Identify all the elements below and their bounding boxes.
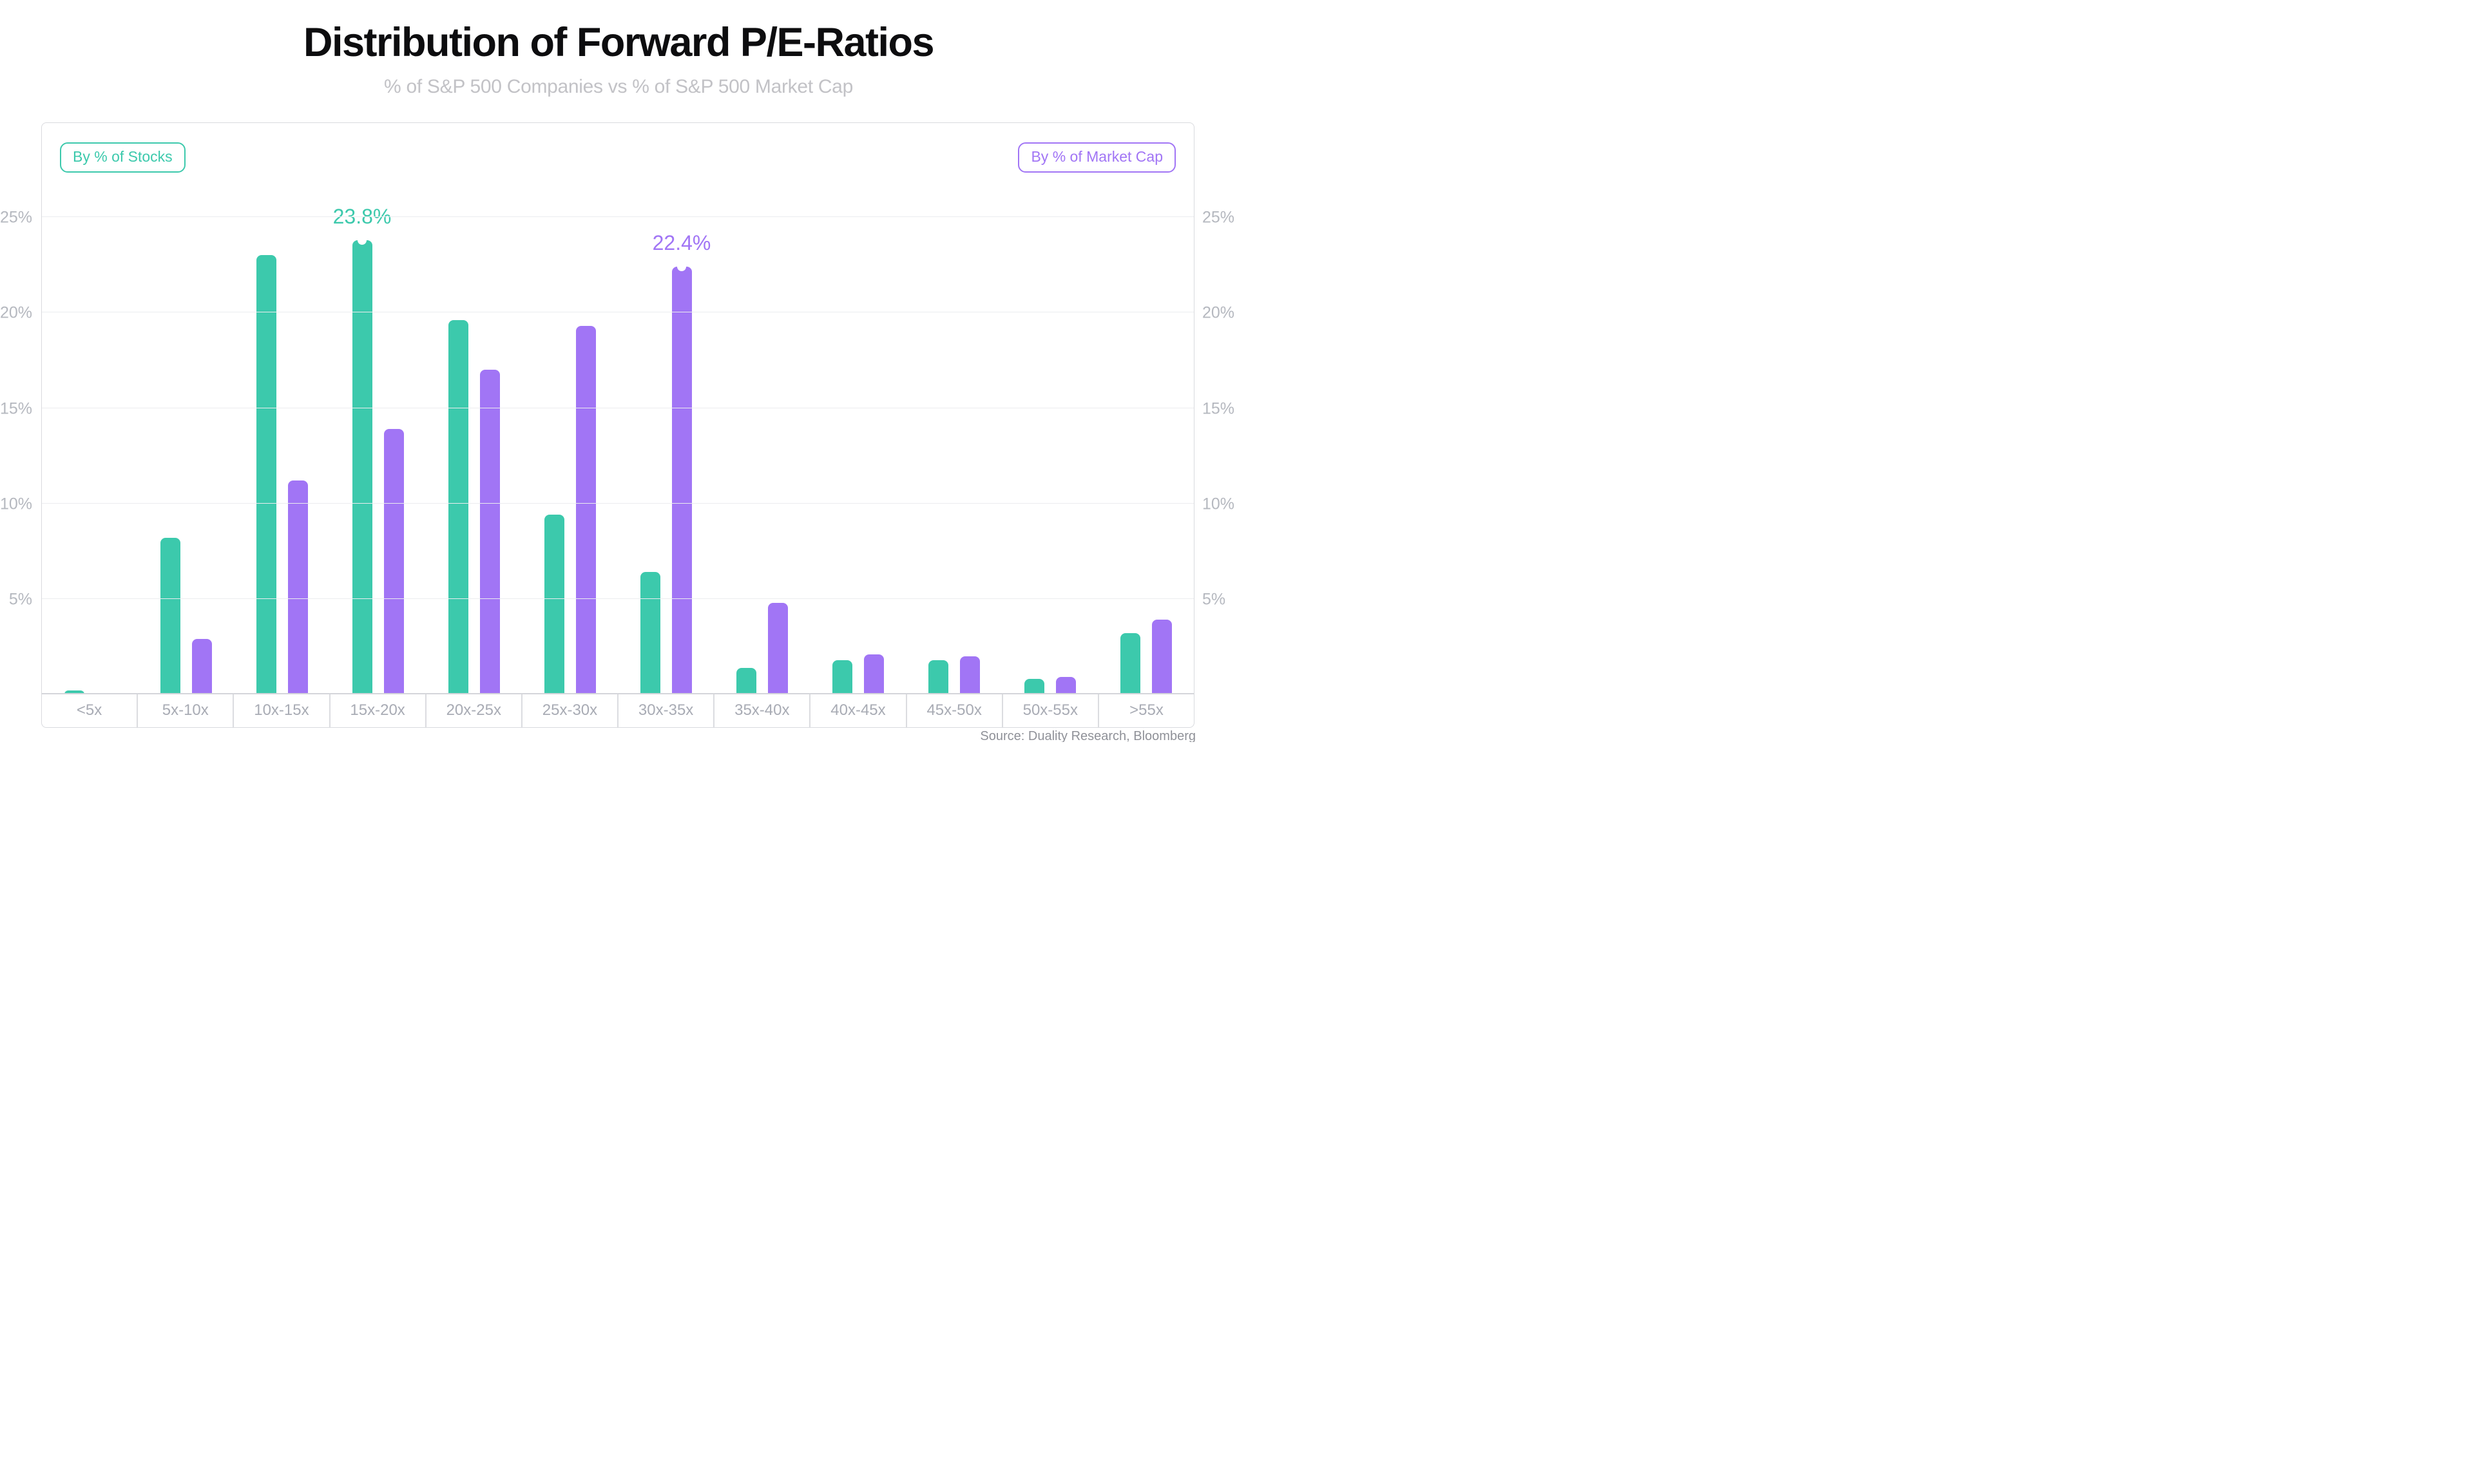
bar-group — [1098, 123, 1194, 694]
plot-area: 23.8% 22.4% — [42, 123, 1194, 694]
x-axis-label: 15x-20x — [331, 694, 427, 727]
y-tick-label: 20% — [0, 303, 32, 322]
x-axis-label: 40x-45x — [810, 694, 907, 727]
x-axis-label: 10x-15x — [234, 694, 331, 727]
page-subtitle: % of S&P 500 Companies vs % of S&P 500 M… — [384, 76, 853, 97]
bar-stocks — [1120, 633, 1140, 694]
x-axis-label: 25x-30x — [523, 694, 619, 727]
bar-stocks — [640, 572, 660, 694]
bar-stocks — [160, 538, 180, 694]
x-axis-label: 35x-40x — [714, 694, 811, 727]
x-axis-label: >55x — [1129, 701, 1164, 719]
bar-market-cap — [287, 480, 308, 694]
bar-peak-dot — [677, 262, 686, 272]
bar-market-cap — [479, 370, 500, 694]
bar-market-cap — [575, 326, 596, 694]
chart-page: Distribution of Forward P/E-Ratios % of … — [0, 0, 1237, 742]
bar-group — [906, 123, 1002, 694]
y-tick-label: 15% — [0, 399, 32, 417]
x-axis-label: 30x-35x — [618, 694, 715, 727]
y-axis-left: 5% 10% 15% 20% 25% — [0, 122, 37, 695]
gridline — [42, 502, 1194, 504]
bar-annotation: 22.4% — [652, 231, 711, 255]
bar-stocks — [64, 690, 84, 694]
bar-group — [810, 123, 906, 694]
x-axis-label: 5x-10x — [138, 694, 235, 727]
gridline — [42, 216, 1194, 218]
y-tick-label: 15% — [1202, 399, 1235, 417]
x-axis-label: 20x-25x — [427, 694, 523, 727]
y-tick-label: 10% — [0, 495, 32, 513]
bar-peak-dot — [358, 235, 367, 245]
bar-stocks — [736, 667, 756, 694]
bar-group — [1002, 123, 1098, 694]
bar-stocks — [256, 255, 276, 694]
bar-market-cap — [1055, 677, 1076, 694]
bar-groups: 23.8% 22.4% — [42, 123, 1194, 694]
y-axis-right: 5% 10% 15% 20% 25% — [1200, 122, 1237, 695]
gridline — [42, 598, 1194, 599]
bar-stocks — [832, 660, 852, 694]
bar-stocks — [1024, 679, 1044, 694]
bar-group — [42, 123, 138, 694]
bar-market-cap: 22.4% — [653, 231, 711, 694]
bar-market-cap — [767, 602, 788, 694]
bar-group — [234, 123, 330, 694]
bar-stocks — [928, 660, 948, 694]
bar-stocks: 23.8% — [333, 205, 391, 694]
source-note: Source: Duality Research, Bloomberg — [980, 729, 1196, 742]
bar-group — [522, 123, 618, 694]
x-axis-label: 50x-55x — [1003, 694, 1099, 727]
bar-market-cap — [863, 654, 884, 694]
bar-market-cap — [191, 639, 212, 694]
bar-group — [138, 123, 234, 694]
bar-stocks — [544, 515, 564, 694]
legend-chip-market-cap: By % of Market Cap — [1018, 142, 1176, 173]
y-tick-label: 25% — [1202, 208, 1235, 227]
y-tick-label: 25% — [0, 208, 32, 227]
y-tick-label: 5% — [1202, 590, 1226, 609]
y-tick-label: 10% — [1202, 495, 1235, 513]
bar-market-cap — [383, 429, 404, 694]
y-tick-label: 20% — [1202, 303, 1235, 322]
x-axis: <5x 5x-10x 10x-15x 15x-20x 20x-25x 25x-30x 30x… — [42, 693, 1194, 727]
page-title: Distribution of Forward P/E-Ratios — [303, 20, 935, 65]
bar-group: 22.4% — [618, 123, 714, 694]
bar-market-cap — [1151, 620, 1172, 694]
bar-group — [426, 123, 522, 694]
y-tick-label: 5% — [8, 590, 32, 609]
bar-stocks — [448, 320, 468, 694]
x-axis-label: 45x-50x — [907, 694, 1003, 727]
legend-chip-stocks: By % of Stocks — [60, 142, 186, 173]
x-axis-label: <5x — [42, 694, 139, 727]
chart-panel: By % of Stocks By % of Market Cap 23.8% 2… — [41, 122, 1194, 728]
bar-group: 23.8% — [330, 123, 426, 694]
bar-market-cap — [959, 656, 980, 694]
bar-group — [714, 123, 810, 694]
bar-annotation: 23.8% — [332, 204, 392, 228]
